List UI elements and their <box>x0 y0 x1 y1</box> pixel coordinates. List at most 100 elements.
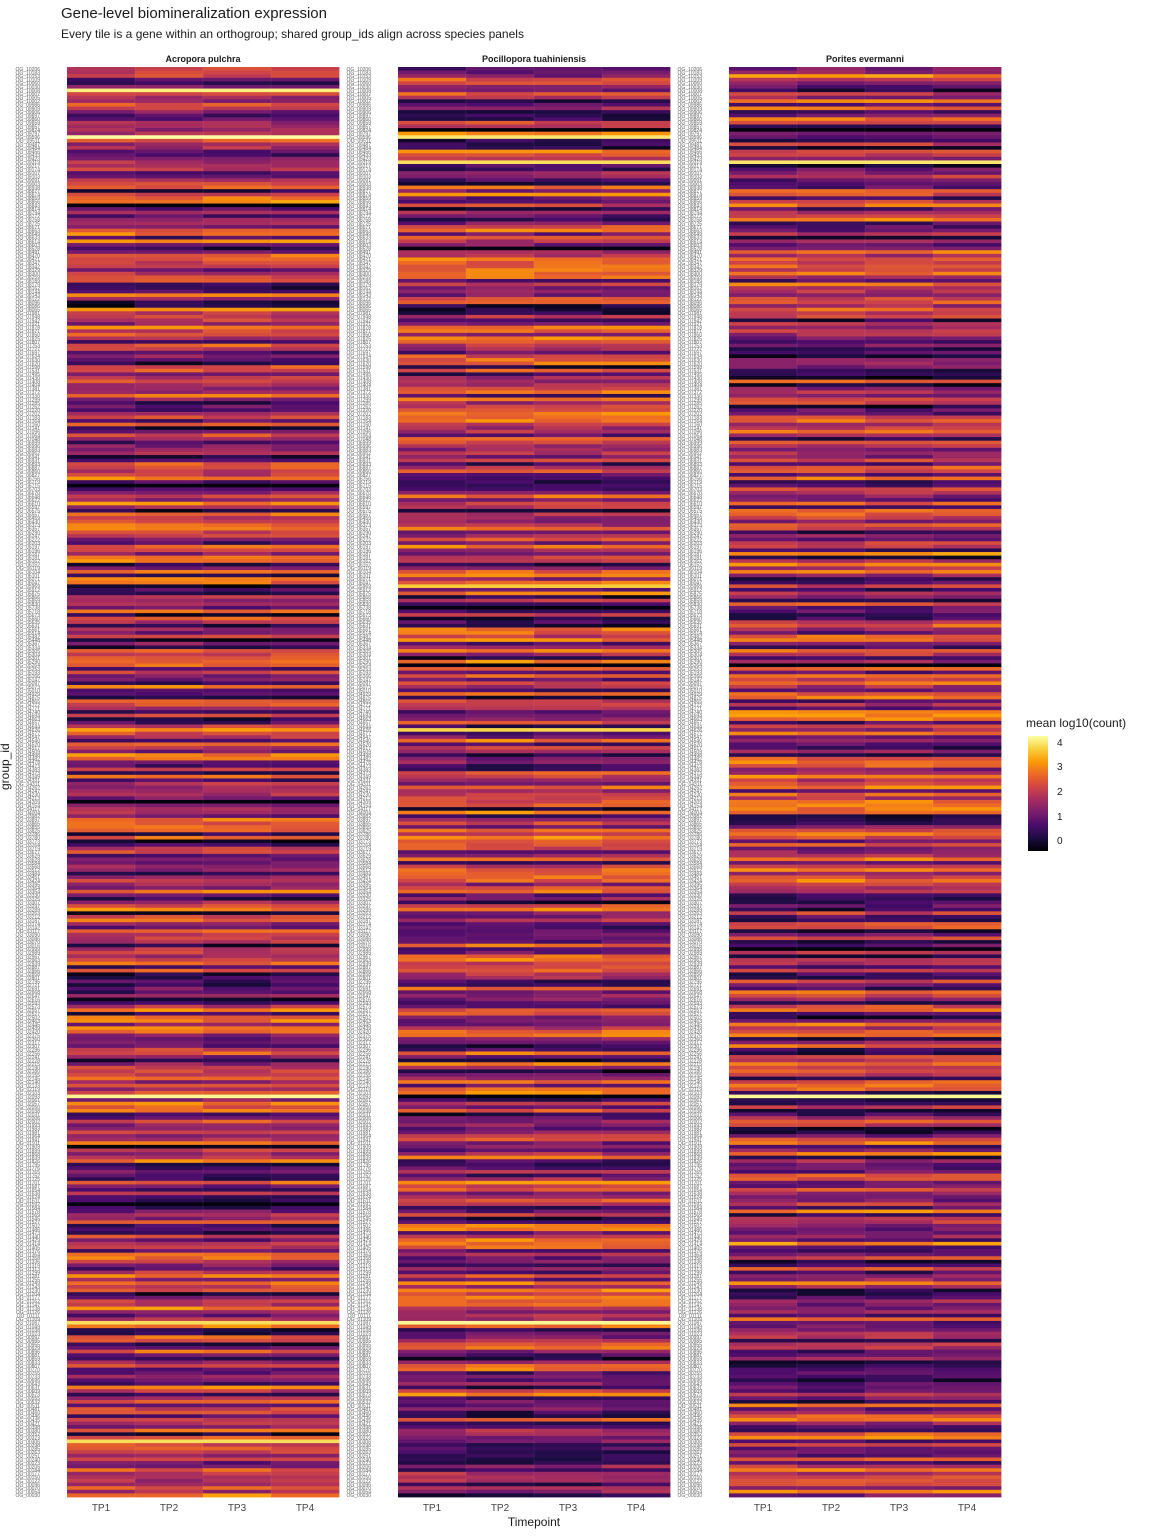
heatmap-tile <box>534 311 603 316</box>
heatmap-tile <box>466 893 535 898</box>
heatmap-tile <box>729 458 798 463</box>
y-tick-label: OG_06187 <box>678 552 703 558</box>
heatmap-tile <box>729 566 798 571</box>
heatmap-tile <box>602 1274 671 1279</box>
heatmap-tile <box>271 178 340 183</box>
heatmap-tile <box>865 408 934 413</box>
heatmap-tile <box>797 146 866 151</box>
y-tick-label: OG_04740 <box>16 710 41 716</box>
y-tick-label: OG_03982 <box>678 814 703 820</box>
heatmap-tile <box>602 1238 671 1243</box>
heatmap-tile <box>797 508 866 513</box>
heatmap-tile <box>135 785 204 790</box>
heatmap-tile <box>534 1392 603 1397</box>
y-tick-label: OG_01983 <box>16 1127 41 1133</box>
heatmap-tile <box>602 742 671 747</box>
heatmap-tile <box>466 1267 535 1272</box>
y-tick-label: OG_06715 <box>678 484 703 490</box>
heatmap-tile <box>466 318 535 323</box>
heatmap-tile <box>466 1223 535 1228</box>
heatmap-tile <box>135 92 204 97</box>
heatmap-tile <box>135 1353 204 1358</box>
heatmap-tile <box>602 95 671 100</box>
heatmap-tile <box>135 958 204 963</box>
y-tick-label: OG_01162 <box>678 1299 702 1305</box>
y-tick-label: OG_09797 <box>347 131 372 137</box>
heatmap-tile <box>602 785 671 790</box>
heatmap-tile <box>933 199 1002 204</box>
y-tick-label: OG_07634 <box>347 354 372 360</box>
heatmap-tile <box>203 1152 272 1157</box>
heatmap-tile <box>602 379 671 384</box>
heatmap-tile <box>933 336 1002 341</box>
y-tick-label: OG_06459 <box>678 516 703 522</box>
heatmap-tile <box>729 526 798 531</box>
heatmap-tile <box>466 620 535 625</box>
heatmap-tile <box>602 979 671 984</box>
heatmap-tile <box>135 476 204 481</box>
heatmap-plot: Acropora pulchraOG_10206OG_10183OG_10153… <box>16 54 1002 1514</box>
y-tick-label: OG_01177 <box>678 1296 702 1302</box>
heatmap-tile <box>67 1202 136 1207</box>
heatmap-tile <box>534 1331 603 1336</box>
y-tick-label: OG_00122 <box>678 1479 703 1485</box>
heatmap-tile <box>602 864 671 869</box>
heatmap-tile <box>203 1188 272 1192</box>
heatmap-tile <box>534 67 603 71</box>
heatmap-tile <box>797 473 866 477</box>
heatmap-tile <box>534 440 603 445</box>
heatmap-tile <box>271 631 340 636</box>
y-tick-label: OG_05301 <box>16 656 41 662</box>
heatmap-tile <box>466 117 535 122</box>
y-tick-label: OG_09909 <box>16 106 41 112</box>
heatmap-tile <box>271 789 340 794</box>
heatmap-tile <box>534 753 603 758</box>
y-tick-label: OG_02967 <box>678 954 703 960</box>
heatmap-tile <box>398 1123 467 1128</box>
heatmap-tile <box>67 1073 136 1078</box>
y-tick-label: OG_03142 <box>16 926 41 932</box>
y-tick-label: OG_05859 <box>347 599 372 605</box>
heatmap-tile <box>466 613 535 618</box>
heatmap-tile <box>466 1022 535 1027</box>
heatmap-tile <box>398 523 467 528</box>
y-tick-label: OG_09897 <box>347 114 372 120</box>
heatmap-tile <box>271 156 340 161</box>
heatmap-tile <box>203 1475 272 1480</box>
heatmap-tile <box>534 1076 603 1081</box>
heatmap-tile <box>534 1432 603 1437</box>
y-tick-label: OG_10030 <box>16 85 41 91</box>
heatmap-tile <box>398 958 467 963</box>
heatmap-tile <box>398 681 467 686</box>
heatmap-tile <box>398 1209 467 1214</box>
heatmap-tile <box>466 1410 535 1415</box>
heatmap-tile <box>398 358 467 363</box>
y-tick-label: OG_00352 <box>347 1432 372 1438</box>
y-tick-label: OG_04540 <box>347 739 372 745</box>
heatmap-tile <box>398 1191 467 1196</box>
heatmap-tile <box>67 494 136 499</box>
heatmap-tile <box>466 444 535 449</box>
heatmap-tile <box>466 1392 535 1397</box>
y-tick-label: OG_00251 <box>347 1454 372 1460</box>
heatmap-tile <box>203 1004 272 1009</box>
heatmap-tile <box>602 343 671 348</box>
heatmap-tile <box>135 631 204 636</box>
heatmap-tile <box>933 164 1002 168</box>
heatmap-tile <box>135 1159 204 1164</box>
y-tick-label: OG_03016 <box>678 943 703 949</box>
y-tick-label: OG_03855 <box>347 825 372 831</box>
heatmap-tile <box>67 1184 136 1189</box>
y-tick-label: OG_08633 <box>347 236 372 242</box>
y-tick-label: OG_02721 <box>678 983 703 989</box>
heatmap-tile <box>135 587 204 592</box>
heatmap-tile <box>271 271 340 276</box>
y-tick-label: OG_03484 <box>347 872 372 878</box>
heatmap-tile <box>67 1105 136 1110</box>
heatmap-tile <box>67 1188 136 1192</box>
y-tick-label: OG_01473 <box>678 1231 703 1237</box>
heatmap-tile <box>398 1302 467 1307</box>
heatmap-tile <box>865 440 934 445</box>
heatmap-tile <box>534 516 603 521</box>
heatmap-tile <box>534 803 603 808</box>
